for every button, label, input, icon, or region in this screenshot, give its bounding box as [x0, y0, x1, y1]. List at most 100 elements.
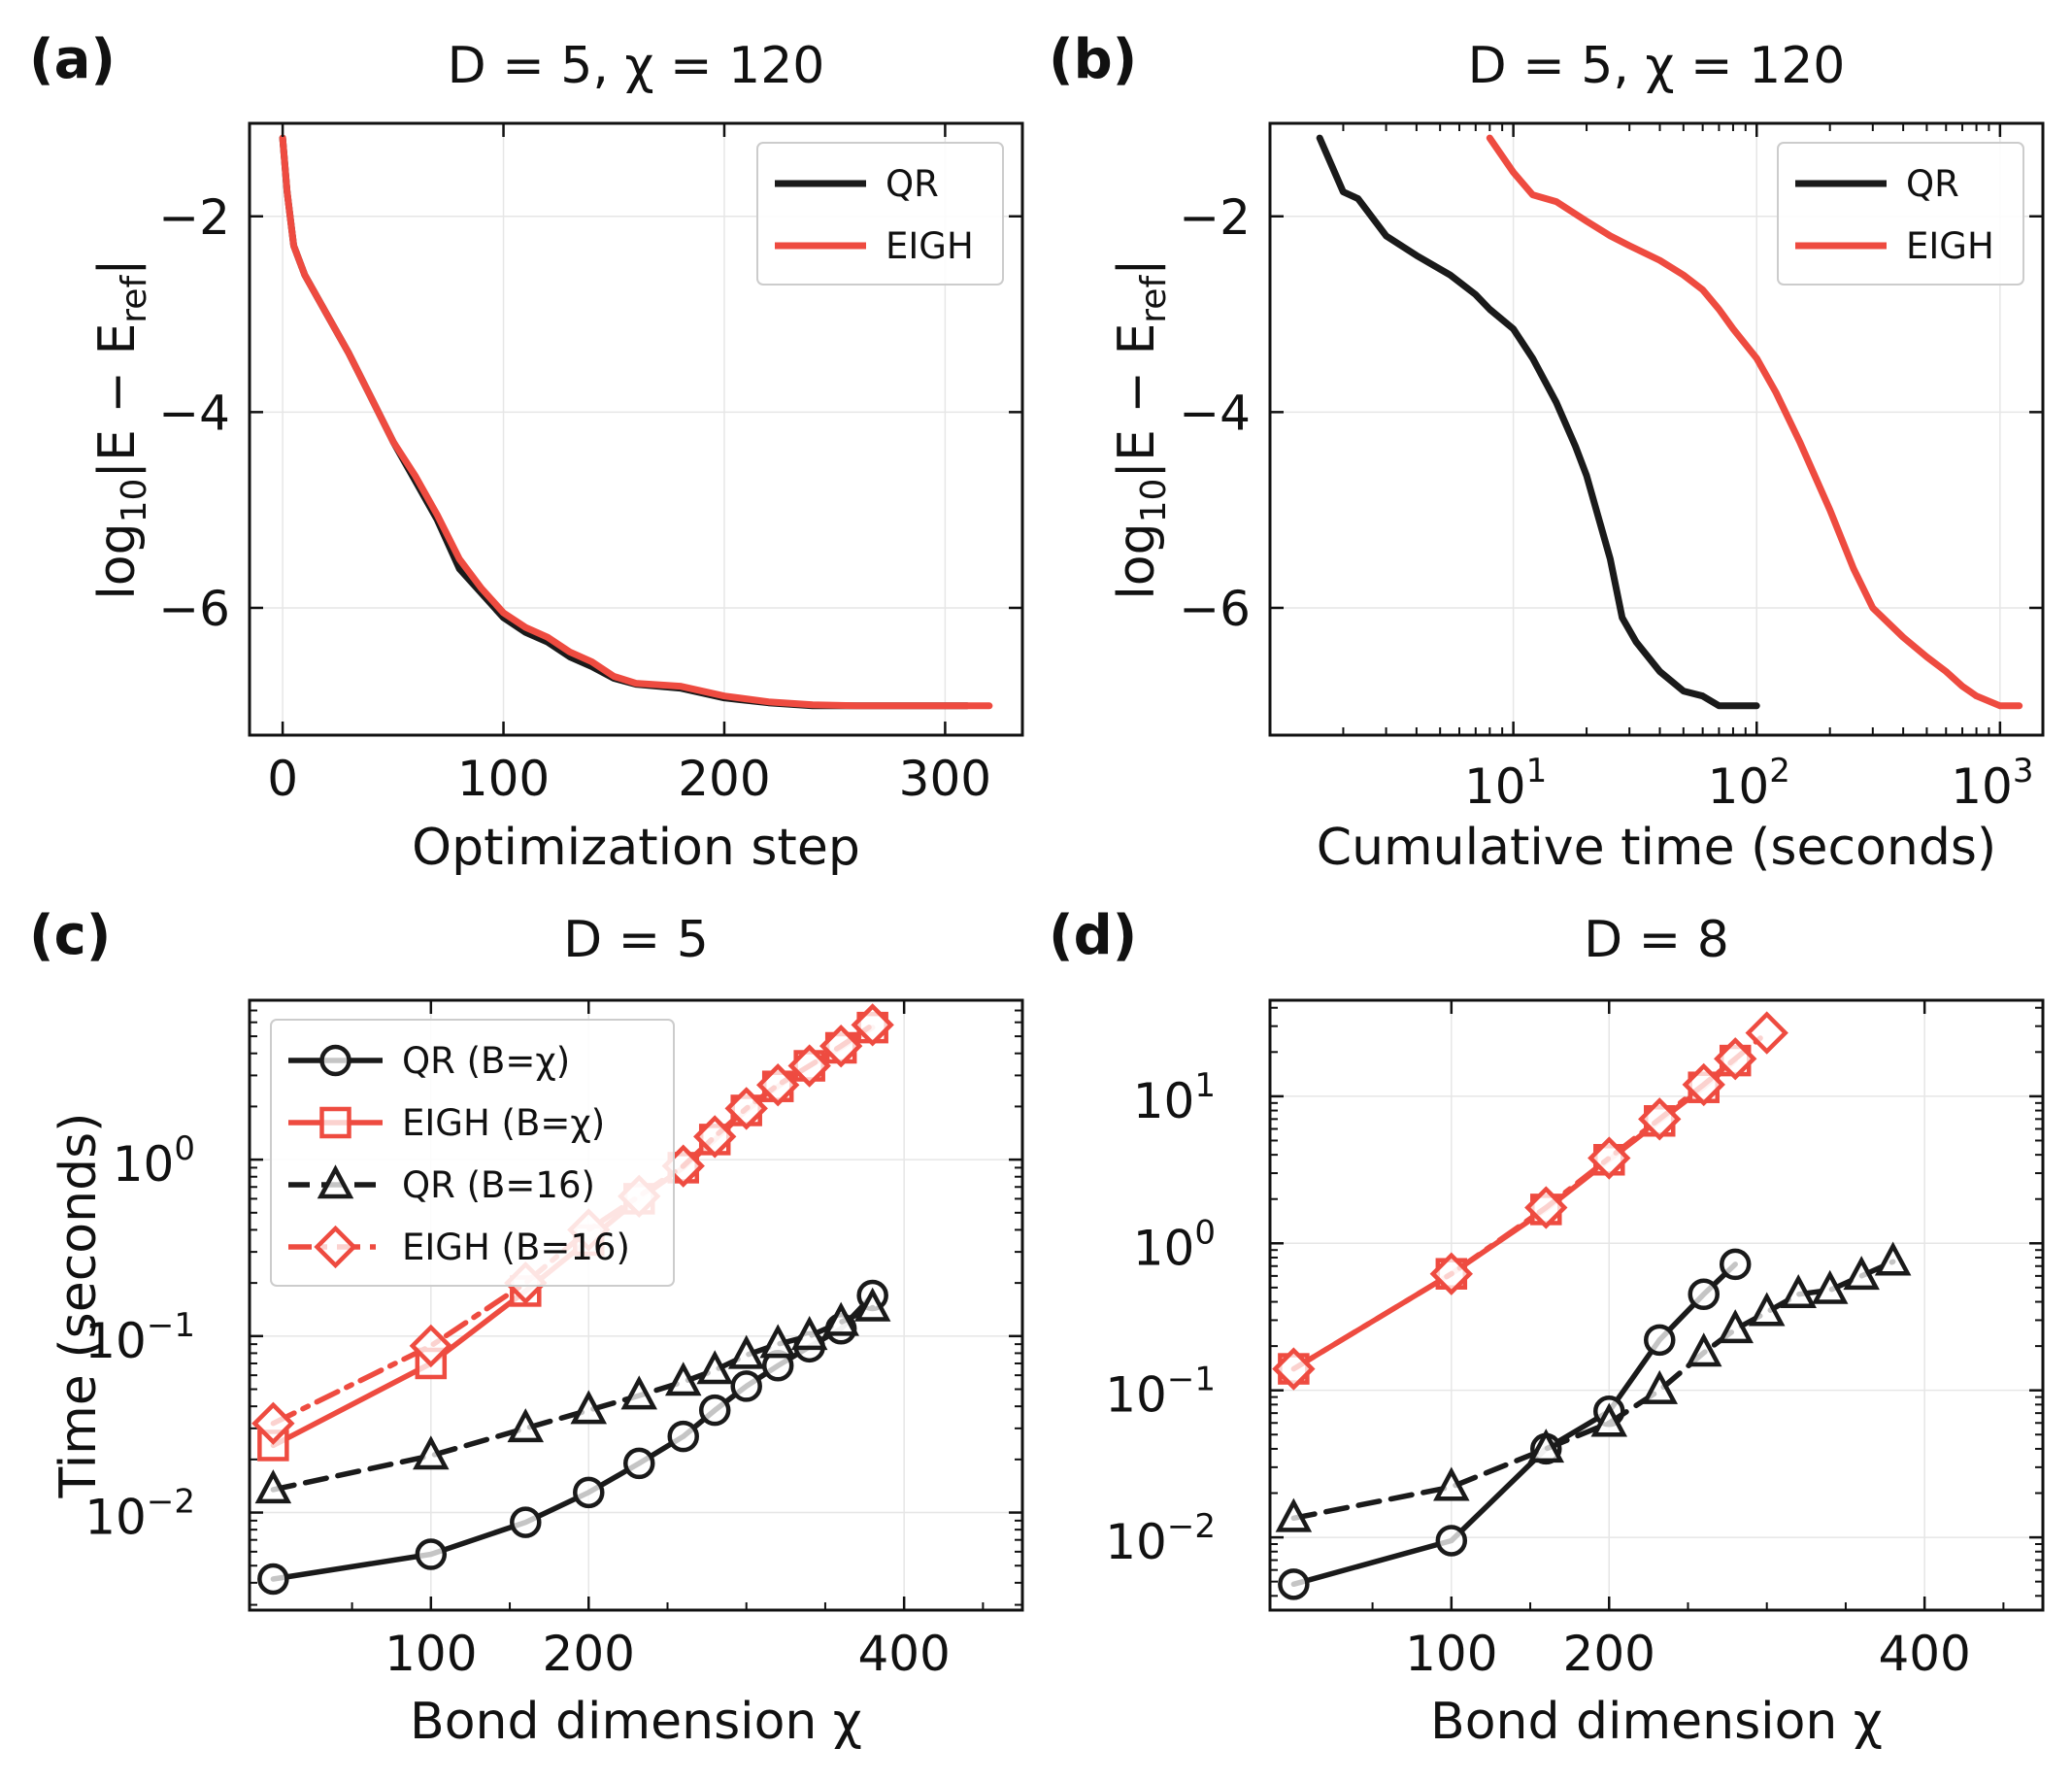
- data-point: [1714, 1037, 1757, 1081]
- data-point: [1275, 1497, 1313, 1532]
- data-point: [1811, 1269, 1849, 1304]
- data-point: [819, 1024, 863, 1068]
- data-point: [413, 1435, 450, 1470]
- panel-title: D = 8: [1584, 911, 1729, 969]
- data-point: [1435, 1525, 1468, 1557]
- y-label-log: log: [88, 522, 147, 599]
- data-point: [1780, 1274, 1817, 1309]
- panel-title: D = 5: [563, 911, 709, 969]
- y-tick-label-base: 10: [1133, 1220, 1195, 1276]
- y-tick-label: 10−2: [1105, 1507, 1216, 1570]
- legend-marker: [319, 1106, 351, 1139]
- y-tick-label-base: 10: [1133, 1073, 1195, 1129]
- y-tick-label: 100: [1133, 1213, 1216, 1276]
- x-tick-label: 103: [1951, 752, 2033, 815]
- data-point: [570, 1390, 608, 1425]
- y-tick-label-exp: 1: [1194, 1066, 1216, 1105]
- x-axis-label: Bond dimension χ: [1430, 1693, 1883, 1751]
- x-tick-label-exp: 1: [1526, 752, 1548, 790]
- x-tick-label: 200: [1563, 1626, 1655, 1682]
- legend-marker: [319, 1044, 351, 1077]
- y-tick-label-base: 10: [113, 1136, 175, 1193]
- series-group: [1272, 1011, 1912, 1600]
- panel-letter: (d): [1049, 904, 1137, 967]
- y-axis-label: log10|E − Eref|: [1108, 258, 1174, 599]
- y-tick-label-base: 10: [84, 1313, 147, 1369]
- y-tick-label-exp: −1: [147, 1306, 195, 1345]
- legend-label: EIGH: [886, 225, 974, 267]
- panel-title: D = 5, χ = 120: [448, 37, 825, 95]
- x-tick-label-exp: 2: [1769, 752, 1790, 790]
- series-group: [1316, 134, 2023, 710]
- data-point: [415, 1538, 448, 1570]
- y-tick-label: 100: [113, 1129, 195, 1193]
- data-point: [1643, 1324, 1676, 1357]
- y-label-sub10: 10: [1134, 479, 1174, 523]
- data-point: [787, 1044, 831, 1088]
- legend-label: QR: [886, 163, 939, 205]
- data-point: [1272, 1347, 1316, 1391]
- panel-title: D = 5, χ = 120: [1468, 37, 1846, 95]
- data-point: [853, 1287, 891, 1322]
- data-point: [1527, 1429, 1565, 1463]
- y-axis-label: Time (seconds): [50, 1113, 108, 1499]
- x-tick-label: 200: [678, 751, 770, 807]
- x-tick-label-base: 10: [1464, 758, 1526, 815]
- axes-frame: [248, 998, 1024, 1612]
- data-point: [510, 1506, 542, 1538]
- y-label-end: |: [88, 258, 147, 276]
- legend-label: EIGH (B=16): [402, 1227, 630, 1268]
- data-point: [790, 1316, 828, 1351]
- x-tick-label-base: 10: [1708, 758, 1770, 815]
- x-tick-label: 200: [543, 1626, 635, 1682]
- x-tick-label: 100: [384, 1626, 477, 1682]
- y-label-subref: ref: [1134, 275, 1174, 323]
- series-line-EIGH: [1486, 134, 2023, 710]
- data-point: [756, 1063, 800, 1107]
- axes-frame: [248, 121, 1024, 737]
- data-point: [622, 1447, 655, 1480]
- data-point: [1641, 1369, 1679, 1404]
- series-line-EIGH: [279, 134, 993, 710]
- data-point: [1745, 1011, 1788, 1055]
- data-point: [851, 1003, 894, 1047]
- y-tick-label: −6: [158, 581, 230, 637]
- x-tick-label: 101: [1464, 752, 1547, 815]
- data-point: [759, 1324, 796, 1359]
- legend-label: QR (B=16): [402, 1164, 595, 1206]
- data-point: [724, 1087, 768, 1130]
- data-point: [409, 1324, 452, 1368]
- data-point: [822, 1301, 859, 1336]
- y-tick-label-base: 10: [1105, 1514, 1167, 1570]
- data-point: [251, 1401, 295, 1445]
- data-point: [1638, 1097, 1682, 1141]
- y-label-body: |E − E: [1108, 323, 1166, 479]
- data-point: [1685, 1332, 1722, 1367]
- panels: 0 100 200 300−2−4−6(a) D = 5, χ = 120Optimiz…: [29, 28, 2045, 1751]
- x-axis-label: Bond dimension χ: [410, 1693, 862, 1751]
- y-tick-label-exp: −1: [1167, 1361, 1216, 1399]
- y-tick-label: −4: [1179, 385, 1251, 441]
- series-line-QR (B=χ): [1290, 1261, 1738, 1588]
- panel-letter: (b): [1049, 28, 1137, 91]
- x-tick-label: 0: [267, 751, 298, 807]
- data-point: [1429, 1252, 1473, 1295]
- legend: QR EIGH: [756, 142, 1004, 286]
- data-point: [1590, 1402, 1628, 1437]
- data-point: [257, 1563, 289, 1596]
- data-point: [1278, 1568, 1310, 1600]
- axes-frame: [1268, 121, 2045, 737]
- x-tick-label: 300: [899, 751, 991, 807]
- data-point: [1874, 1241, 1912, 1276]
- y-tick-label: −2: [158, 189, 230, 246]
- data-point: [698, 1394, 731, 1427]
- chart-panel-1: 101 102 103−2−4−6(b) D = 5, χ = 120Cumulati…: [1049, 28, 2045, 877]
- y-tick-label: 10−1: [84, 1306, 195, 1369]
- data-point: [1688, 1278, 1720, 1311]
- legend-label: EIGH (B=χ): [402, 1102, 605, 1144]
- x-tick-label-exp: 3: [2013, 752, 2034, 790]
- x-axis-label: Cumulative time (seconds): [1317, 819, 1996, 877]
- x-tick-label-base: 10: [1951, 758, 2013, 815]
